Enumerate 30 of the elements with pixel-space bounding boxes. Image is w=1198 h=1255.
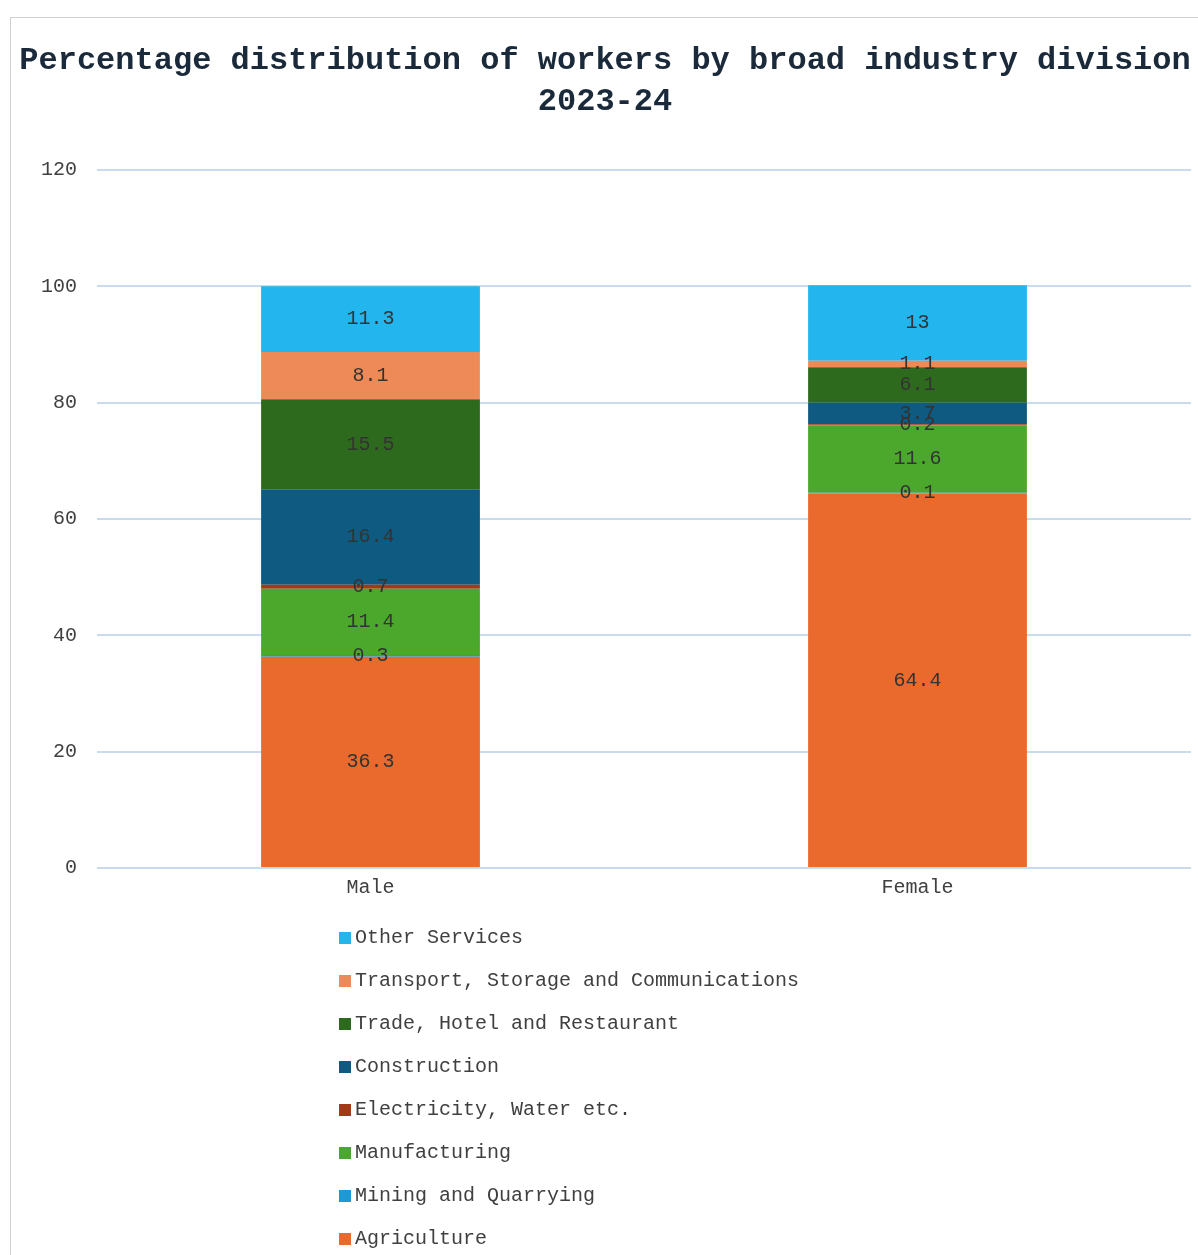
data-label: 0.7 <box>352 575 389 599</box>
y-tick-label: 60 <box>52 507 78 531</box>
legend-label: Electricity, Water etc. <box>355 1098 632 1121</box>
data-label: 36.3 <box>346 750 395 774</box>
legend-label: Mining and Quarrying <box>355 1184 596 1207</box>
legend-label: Other Services <box>355 926 524 949</box>
data-label: 16.4 <box>346 525 395 549</box>
data-label: 6.1 <box>899 373 936 397</box>
data-label: 0.1 <box>899 481 936 505</box>
y-tick-label: 40 <box>52 623 78 647</box>
legend-label: Agriculture <box>355 1227 488 1250</box>
legend-label: Construction <box>355 1055 500 1078</box>
legend-label: Trade, Hotel and Restaurant <box>355 1012 680 1035</box>
y-tick-label: 100 <box>40 274 78 298</box>
y-tick-label: 120 <box>40 158 78 182</box>
chart-title: Percentage distribution of workers by broad industry division 2023-24 <box>18 41 1192 122</box>
data-label: 11.6 <box>893 447 942 471</box>
data-label: 0.3 <box>352 644 389 668</box>
y-tick-label: 20 <box>52 739 78 763</box>
data-label: 13 <box>905 311 930 335</box>
data-label: 8.1 <box>352 363 389 387</box>
data-label: 11.4 <box>346 610 395 634</box>
legend-label: Manufacturing <box>355 1141 512 1164</box>
x-tick-label: Female <box>881 876 954 900</box>
x-tick-label: Male <box>346 876 395 900</box>
y-tick-label: 80 <box>52 390 78 414</box>
data-label: 64.4 <box>893 668 942 692</box>
y-tick-label: 0 <box>64 856 78 880</box>
legend-label: Transport, Storage and Communications <box>355 969 800 992</box>
data-label: 11.3 <box>346 307 395 331</box>
